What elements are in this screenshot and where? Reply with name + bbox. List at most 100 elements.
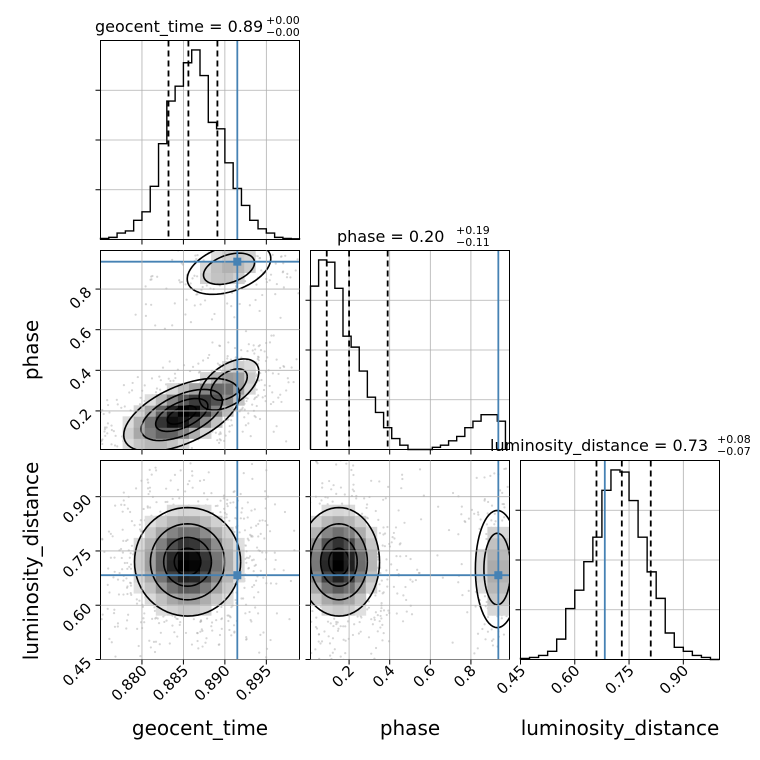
scatter-point <box>179 469 182 472</box>
scatter-point <box>247 567 250 570</box>
scatter-point <box>138 403 142 406</box>
density-cell <box>188 504 201 517</box>
density-cell <box>321 604 334 616</box>
scatter-point <box>114 504 117 507</box>
density-cell <box>155 548 168 561</box>
density-cell <box>133 560 146 572</box>
scatter-point <box>122 499 125 502</box>
scatter-point <box>255 546 259 549</box>
scatter-point <box>165 619 168 622</box>
scatter-point <box>410 613 414 616</box>
scatter-point <box>331 651 334 654</box>
scatter-point <box>233 631 236 634</box>
density-cell <box>133 582 146 594</box>
ylabel-luminosity-distance: luminosity_distance <box>19 462 43 661</box>
scatter-point <box>252 596 256 599</box>
scatter-point <box>383 545 387 548</box>
scatter-point <box>269 582 273 585</box>
scatter-point <box>400 487 403 490</box>
scatter-point <box>367 636 371 639</box>
scatter-point <box>106 607 109 610</box>
density-cell <box>144 427 157 439</box>
scatter-point <box>139 654 142 658</box>
scatter-point <box>154 640 158 643</box>
scatter-point <box>129 592 132 595</box>
scatter-point <box>463 520 466 523</box>
scatter-point <box>214 431 217 434</box>
scatter-point <box>257 394 260 397</box>
scatter-point <box>331 637 335 640</box>
density-cell <box>222 394 234 406</box>
density-cell <box>365 560 378 572</box>
scatter-point <box>285 389 288 392</box>
density-cell <box>354 526 367 539</box>
scatter-point <box>317 633 321 636</box>
scatter-point <box>117 593 121 596</box>
scatter-point <box>171 324 174 327</box>
scatter-point <box>139 519 142 522</box>
scatter-point <box>247 556 250 560</box>
scatter-point <box>328 642 332 645</box>
scatter-point <box>130 520 134 523</box>
scatter-point <box>251 585 254 589</box>
scatter-point <box>138 599 141 602</box>
scatter-point <box>474 605 477 608</box>
scatter-point <box>258 519 261 522</box>
scatter-point <box>205 617 209 620</box>
scatter-point <box>213 312 216 316</box>
scatter-point <box>146 478 149 481</box>
density-cell <box>200 372 212 384</box>
scatter-point <box>246 537 249 540</box>
scatter-point <box>374 509 377 513</box>
scatter-point <box>378 480 381 483</box>
scatter-point <box>360 512 364 515</box>
scatter-point <box>339 625 342 628</box>
scatter-point <box>387 609 390 612</box>
scatter-point <box>138 523 141 526</box>
scatter-point <box>134 313 137 316</box>
scatter-point <box>125 539 128 543</box>
scatter-point <box>232 501 235 504</box>
density-cell <box>476 548 488 561</box>
scatter-point <box>483 476 486 479</box>
scatter-point <box>351 633 355 637</box>
density-cell <box>200 427 212 439</box>
density-cell <box>222 250 234 262</box>
density-cell <box>332 504 345 517</box>
scatter-point <box>422 494 425 497</box>
scatter-point <box>121 510 124 513</box>
scatter-point <box>128 556 131 559</box>
scatter-point <box>405 610 408 613</box>
contour-line <box>173 547 202 577</box>
scatter-point <box>202 359 205 362</box>
scatter-point <box>155 387 159 390</box>
scatter-point <box>359 630 362 633</box>
scatter-point <box>436 554 439 557</box>
scatter-point <box>255 579 258 582</box>
density-cell <box>222 548 234 561</box>
scatter-point <box>493 472 496 475</box>
title-phase-plus: +0.19 <box>456 224 490 237</box>
scatter-point <box>119 547 123 551</box>
scatter-point <box>176 488 180 491</box>
scatter-point <box>311 609 314 613</box>
scatter-point <box>383 532 387 535</box>
scatter-point <box>133 524 136 527</box>
scatter-point <box>121 551 125 554</box>
contour-line <box>133 506 242 617</box>
scatter-point <box>108 591 111 594</box>
scatter-point <box>162 615 165 618</box>
scatter-point <box>486 630 490 633</box>
scatter-point <box>355 497 358 500</box>
scatter-point <box>275 425 278 428</box>
scatter-point <box>342 625 345 628</box>
scatter-point <box>477 513 480 516</box>
scatter-point <box>238 531 241 534</box>
scatter-point <box>222 524 225 527</box>
density-cell <box>310 548 322 561</box>
scatter-point <box>380 579 383 582</box>
scatter-point <box>153 609 156 612</box>
scatter-point <box>106 432 109 435</box>
scatter-point <box>222 497 225 500</box>
density-cell <box>365 582 378 594</box>
